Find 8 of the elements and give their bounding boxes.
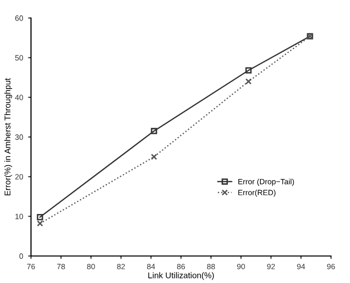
point (36, 214, 44, 220)
point (36, 220, 44, 227)
point (245, 67, 252, 74)
point (150, 128, 158, 134)
y-axis-title: Error(%) in Amherst Throughput (4, 78, 12, 196)
point (150, 154, 158, 160)
point (245, 78, 252, 85)
x-axis-title: Link Utilization(%) (148, 272, 214, 280)
